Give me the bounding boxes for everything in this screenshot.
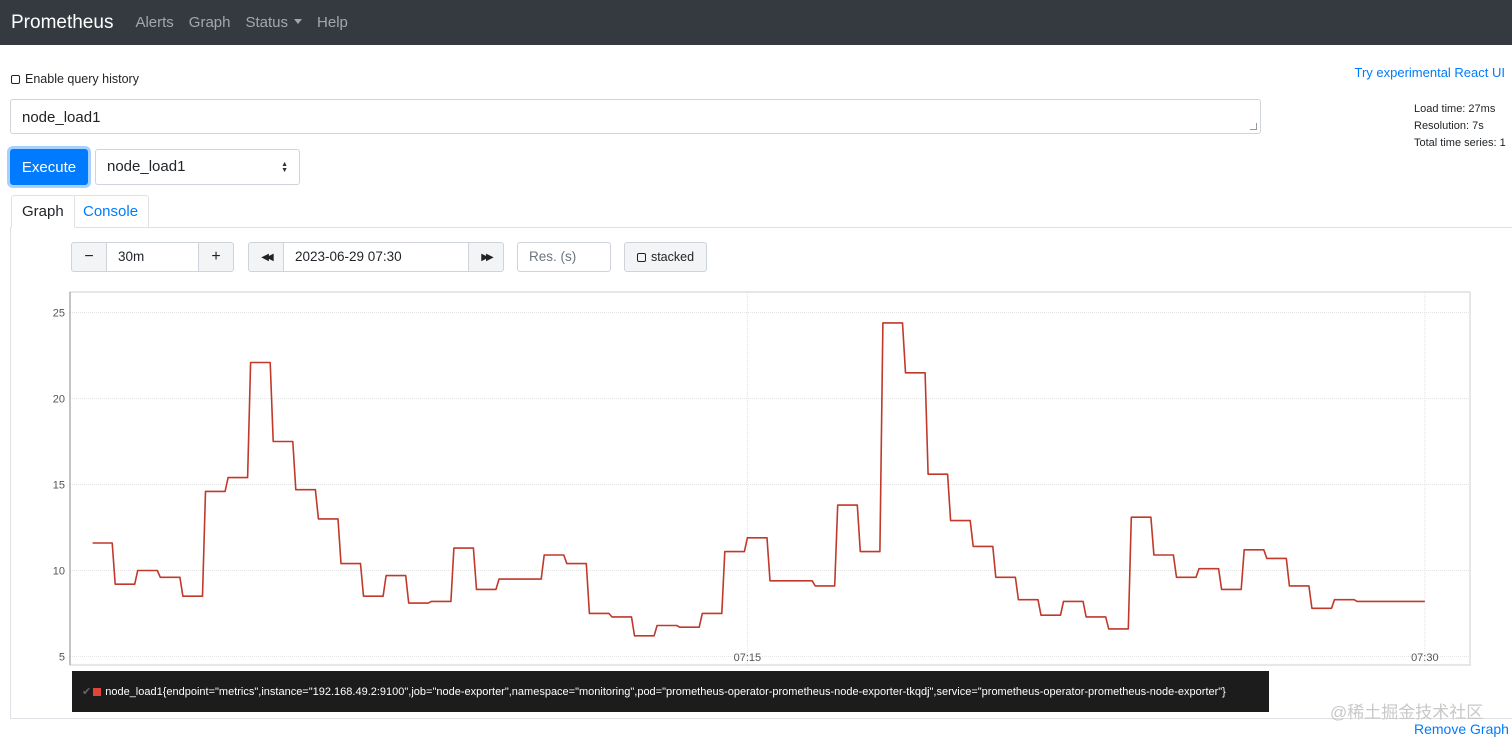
expression-input-value: node_load1: [22, 109, 101, 126]
nav-alerts[interactable]: Alerts: [135, 14, 174, 31]
stacked-toggle-button[interactable]: stacked: [624, 242, 707, 272]
decrease-range-button[interactable]: −: [71, 242, 107, 272]
increase-range-button[interactable]: +: [198, 242, 234, 272]
resize-handle-icon[interactable]: [1250, 123, 1257, 130]
y-tick-label: 5: [59, 651, 65, 663]
brand-logo[interactable]: Prometheus: [11, 11, 114, 33]
total-series: Total time series: 1: [1414, 137, 1506, 149]
legend-series-label[interactable]: node_load1{endpoint="metrics",instance="…: [105, 685, 1226, 698]
stacked-checkbox: [636, 252, 646, 262]
top-navbar: Prometheus Alerts Graph Status Help: [0, 0, 1512, 45]
expression-input[interactable]: node_load1: [10, 99, 1261, 134]
y-tick-label: 25: [53, 308, 65, 320]
chart-series-layer: [92, 322, 1425, 637]
metric-select[interactable]: node_load1 ▲ ▼: [95, 149, 300, 185]
nav-graph[interactable]: Graph: [188, 14, 231, 31]
stacked-label: stacked: [650, 250, 695, 264]
watermark: @稀土掘金技术社区: [1330, 703, 1484, 722]
plot-frame: [69, 291, 1471, 666]
chart-grid: [70, 292, 1470, 665]
nav-status[interactable]: Status: [246, 14, 303, 31]
y-tick-label: 10: [53, 565, 65, 577]
query-history-label: Enable query history: [25, 72, 139, 86]
select-arrows-icon: ▲ ▼: [281, 161, 288, 174]
rewind-time-button[interactable]: ◀◀: [248, 242, 284, 272]
react-ui-link[interactable]: Try experimental React UI: [1354, 65, 1505, 80]
x-tick-label: 07:30: [1411, 652, 1439, 664]
range-input[interactable]: 30m: [106, 242, 199, 272]
series-line: [92, 322, 1425, 637]
query-stats: Load time: 27ms Resolution: 7s Total tim…: [1414, 101, 1506, 152]
legend-color-swatch: [93, 687, 102, 696]
graph-panel: [10, 227, 1512, 719]
chart-axes: 5 10 15 20 25 07:15 07:30: [53, 291, 1471, 666]
resolution-input[interactable]: Res. (s): [517, 242, 611, 272]
legend-check-icon: ✔: [82, 686, 92, 698]
forward-time-button[interactable]: ▶▶: [468, 242, 504, 272]
nav-status-label: Status: [245, 14, 289, 31]
execute-button[interactable]: Execute: [10, 149, 88, 185]
tab-graph[interactable]: Graph: [11, 195, 75, 228]
rewind-icon: ◀◀: [261, 251, 274, 263]
y-tick-label: 15: [53, 480, 65, 492]
load-time: Load time: 27ms: [1414, 103, 1496, 115]
remove-graph-link[interactable]: Remove Graph: [1414, 721, 1509, 737]
query-history-toggle[interactable]: Enable query history: [11, 72, 139, 86]
query-history-checkbox[interactable]: [11, 74, 20, 84]
nav-help[interactable]: Help: [317, 14, 348, 31]
x-tick-label: 07:15: [734, 652, 762, 664]
resolution-stat: Resolution: 7s: [1414, 120, 1484, 132]
metric-select-value: node_load1: [107, 158, 186, 175]
end-time-input[interactable]: 2023-06-29 07:30: [283, 242, 469, 272]
y-tick-label: 20: [53, 394, 65, 406]
chart-legend[interactable]: ✔ node_load1{endpoint="metrics",instance…: [72, 671, 1269, 712]
fast-forward-icon: ▶▶: [481, 251, 494, 263]
chevron-down-icon: [294, 19, 303, 24]
